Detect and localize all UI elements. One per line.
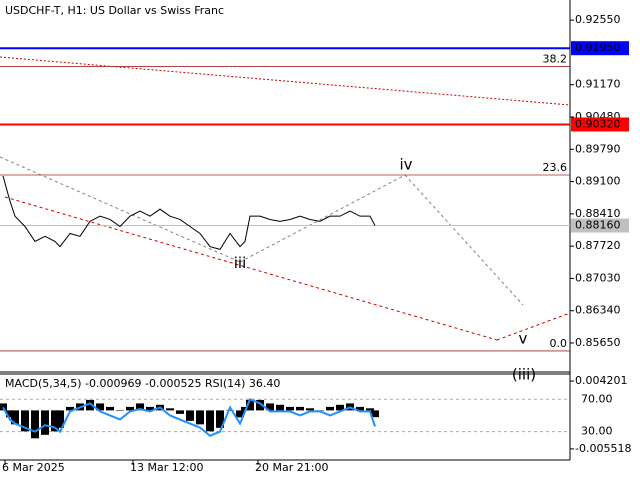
macd-bar — [41, 410, 49, 435]
price-label: 0.88160 — [575, 219, 621, 232]
y2-tick-label: 30.00 — [581, 425, 613, 438]
y-tick-label: 0.86340 — [575, 304, 621, 317]
wave-label: iv — [399, 156, 412, 174]
fib-label: 0.0 — [550, 337, 568, 350]
macd-bar — [246, 399, 254, 411]
macd-bar — [286, 406, 294, 411]
wave-label: (iii) — [512, 365, 536, 383]
macd-bar — [126, 406, 134, 411]
macd-bar — [166, 408, 174, 411]
macd-bar — [116, 410, 124, 411]
y-tick-label: 0.85650 — [575, 336, 621, 349]
macd-bar — [296, 406, 304, 411]
price-label-box — [571, 41, 629, 56]
macd-bar — [206, 410, 214, 432]
y-tick-label: 0.004201 — [575, 374, 628, 387]
y-tick-label: -0.005518 — [575, 442, 631, 455]
macd-bar — [256, 399, 264, 411]
indicator-title: MACD(5,34,5) -0.000969 -0.000525 RSI(14)… — [5, 377, 280, 390]
macd-bar — [236, 410, 244, 418]
macd-bar — [216, 410, 224, 428]
x-tick-label: 13 Mar 12:00 — [130, 461, 203, 474]
macd-bar — [6, 410, 14, 418]
macd-bar — [31, 410, 39, 439]
macd-bar — [366, 408, 374, 411]
y2-tick-label: 70.00 — [581, 392, 613, 405]
macd-bar — [276, 404, 284, 411]
x-tick-label: 20 Mar 21:00 — [255, 461, 328, 474]
price-label: 0.90320 — [575, 117, 621, 130]
macd-bar — [56, 410, 64, 428]
wave-line — [404, 174, 524, 306]
wave-line — [239, 174, 406, 263]
wave-line — [0, 156, 241, 263]
macd-bar — [106, 406, 114, 411]
wave-label: v — [519, 329, 528, 347]
macd-bar — [11, 410, 19, 425]
chart-title: USDCHF-T, H1: US Dollar vs Swiss Franc — [5, 4, 224, 17]
macd-bar — [146, 406, 154, 411]
macd-bar — [96, 403, 104, 411]
macd-bar — [86, 399, 94, 411]
y-tick-label: 0.89100 — [575, 175, 621, 188]
price-line — [2, 175, 376, 250]
wave-label: iii — [234, 254, 247, 272]
y-tick-label: 0.89790 — [575, 142, 621, 155]
macd-bar — [0, 403, 7, 411]
macd-bar — [356, 406, 364, 411]
y-tick-label: 0.91170 — [575, 78, 621, 91]
fib-label: 38.2 — [543, 52, 568, 65]
macd-bar — [336, 404, 344, 411]
macd-bar — [371, 410, 379, 418]
y-tick-label: 0.87030 — [575, 271, 621, 284]
macd-bar — [51, 410, 59, 432]
macd-bar — [241, 406, 249, 411]
y-tick-label: 0.88410 — [575, 207, 621, 220]
macd-bar — [226, 410, 234, 411]
macd-bar — [176, 410, 184, 414]
wave-line — [4, 196, 498, 341]
price-label: 0.91950 — [575, 41, 621, 54]
macd-bar — [66, 406, 74, 411]
macd-bar — [136, 403, 144, 411]
macd-bar — [326, 406, 334, 411]
y-tick-label: 0.92550 — [575, 13, 621, 26]
x-tick-label: 6 Mar 2025 — [2, 461, 65, 474]
macd-bar — [266, 403, 274, 411]
fib-label: 23.6 — [543, 161, 568, 174]
macd-bar — [21, 410, 29, 432]
price-label-box — [571, 117, 629, 132]
macd-bar — [306, 408, 314, 411]
rsi-line — [2, 397, 376, 437]
wave-line — [496, 312, 571, 341]
y-tick-label: 0.87720 — [575, 239, 621, 252]
macd-bar — [186, 410, 194, 421]
channel-line — [0, 56, 571, 106]
macd-bar — [196, 410, 204, 425]
price-label-box — [571, 218, 629, 233]
